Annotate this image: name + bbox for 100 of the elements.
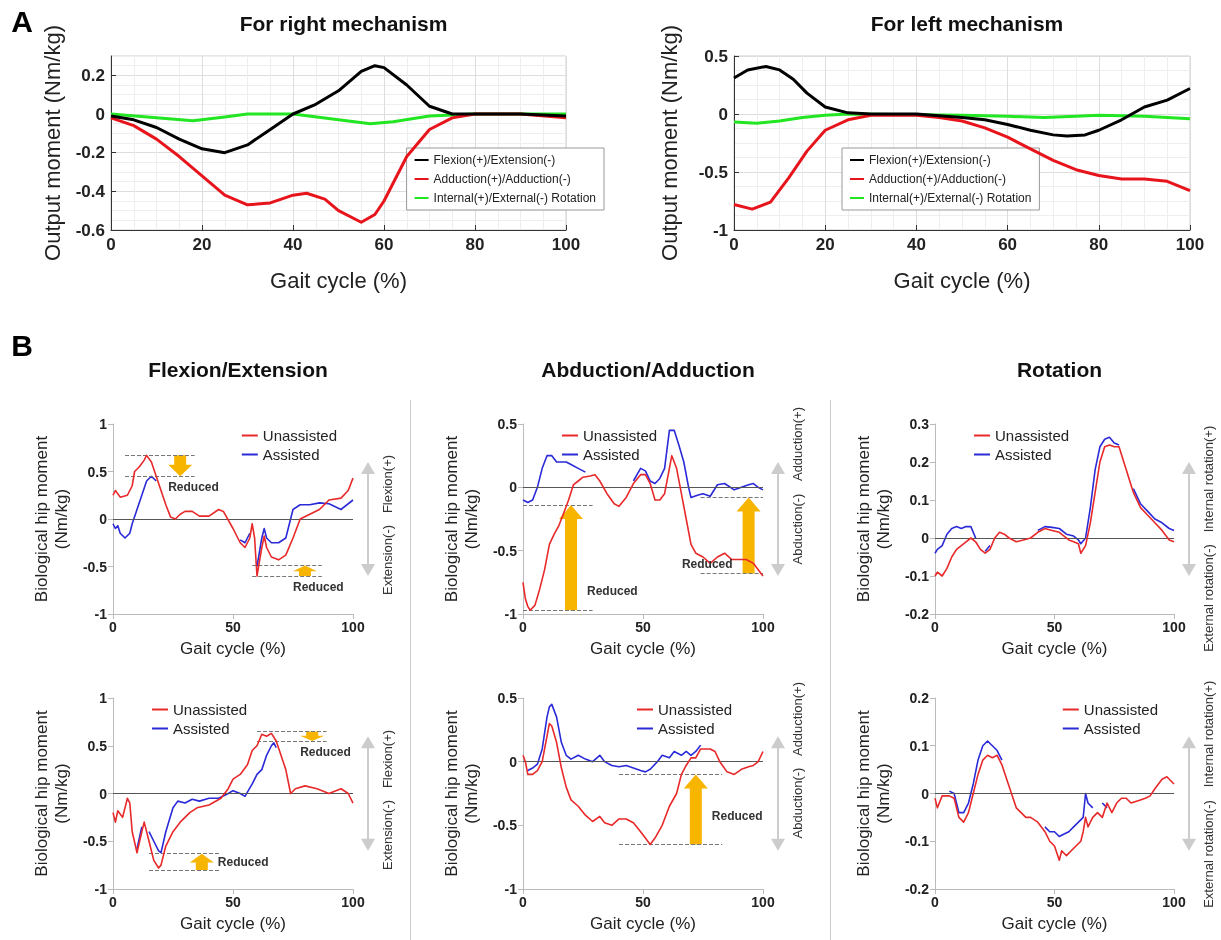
annotation: Reduced: [681, 557, 733, 572]
x-tick-label: 100: [1162, 619, 1186, 635]
y-tick-label: 0.5: [87, 463, 108, 480]
x-tick-label: 20: [192, 235, 212, 254]
x-tick-label: 0: [931, 619, 940, 635]
y-tick-label: -0.2: [75, 143, 105, 163]
text: Flexion(+): [379, 729, 395, 788]
y-tick-label: 0: [921, 530, 930, 546]
x-tick-label: 50: [635, 619, 651, 635]
annotation: Reduced: [293, 580, 344, 594]
x-tick-label: 50: [225, 619, 241, 635]
legend-label: Assisted: [583, 446, 640, 463]
line-series: [732, 64, 1192, 138]
x-tick-label: 100: [1162, 894, 1186, 910]
x-axis-title: Gait cycle (%): [1001, 639, 1108, 659]
legend-label: Unassisted: [658, 701, 733, 718]
y-tick-label: 0: [509, 479, 518, 496]
legend-label: Assisted: [262, 446, 320, 463]
line-series: [934, 444, 1175, 577]
legend-label: Unassisted: [583, 427, 658, 444]
x-axis-title: Gait cycle (%): [270, 268, 407, 293]
y-axis-title: Output moment (Nm/kg): [39, 25, 65, 261]
text: External rotation(-): [1200, 799, 1216, 908]
legend-label: Adduction(+)/Adduction(-): [869, 172, 1007, 186]
x-tick-label: 100: [341, 619, 365, 635]
y-tick-label: 0: [99, 511, 108, 527]
y-axis-title: Biological hip moment (Nm/kg): [32, 435, 72, 603]
y-tick-label: 1: [99, 416, 108, 432]
x-axis-title: Gait cycle (%): [180, 914, 286, 934]
text: Abduction(-): [789, 493, 805, 565]
legend-label: Assisted: [658, 720, 715, 737]
x-tick-label: 100: [751, 894, 775, 910]
line-series: [934, 754, 1175, 862]
y-tick-label: -0.1: [904, 833, 930, 850]
x-tick-label: 40: [283, 235, 303, 254]
x-tick-label: 40: [906, 235, 926, 254]
y-tick-label: -0.5: [698, 162, 728, 182]
x-tick-label: 60: [374, 235, 394, 254]
x-tick-label: 50: [1046, 894, 1063, 910]
y-tick-label: -1: [94, 881, 108, 897]
text: Extension(-): [379, 524, 395, 596]
x-tick-label: 20: [815, 235, 835, 254]
y-axis-title: Biological hip moment (Nm/kg): [442, 710, 482, 877]
x-tick-label: 100: [341, 894, 365, 910]
text: External rotation(-): [1200, 544, 1216, 652]
annotation: Reduced: [587, 584, 638, 599]
y-tick-label: 0: [99, 785, 108, 802]
y-tick-label: 0.5: [497, 690, 518, 706]
y-tick-label: 0: [718, 104, 728, 124]
text: Adduction(+): [789, 681, 805, 756]
chart-title: Rotation: [1016, 358, 1103, 381]
x-tick-label: 60: [998, 235, 1018, 254]
legend-label: Flexion(+)/Extension(-): [869, 153, 991, 167]
y-tick-label: -0.5: [82, 558, 108, 575]
x-tick-label: 50: [1046, 619, 1063, 635]
y-axis-title: Biological hip moment (Nm/kg): [854, 435, 894, 603]
y-tick-label: 0.1: [909, 737, 930, 754]
y-tick-label: -1: [712, 220, 728, 240]
x-tick-label: 0: [931, 894, 940, 910]
y-tick-label: -0.1: [904, 568, 930, 584]
x-tick-label: 50: [635, 894, 651, 910]
legend-label: Flexion(+)/Extension(-): [433, 153, 556, 167]
y-axis-title: Biological hip moment (Nm/kg): [854, 710, 894, 877]
y-tick-label: -0.5: [82, 833, 108, 850]
y-tick-label: -0.2: [904, 881, 930, 897]
text: Abduction(-): [789, 767, 805, 839]
line-series: [109, 64, 568, 155]
text: Flexion(+): [379, 454, 395, 514]
legend-label: Unassisted: [262, 427, 337, 444]
text: Extension(-): [379, 799, 395, 870]
y-tick-label: 0.3: [909, 416, 930, 432]
y-tick-label: 0.2: [909, 690, 930, 706]
legend-label: Unassisted: [995, 427, 1070, 444]
text: Adduction(+): [789, 407, 805, 482]
y-tick-label: -1: [94, 606, 108, 622]
x-tick-label: 100: [751, 619, 775, 635]
text: Internal rotation(+): [1200, 425, 1216, 532]
y-tick-label: -0.4: [75, 181, 106, 201]
line-series: [112, 732, 354, 869]
x-tick-label: 0: [109, 894, 118, 910]
annotation: Reduced: [217, 854, 269, 869]
y-tick-label: -0.5: [492, 817, 518, 834]
y-tick-label: 0: [95, 104, 105, 124]
legend-label: Adduction(+)/Adduction(-): [433, 172, 571, 186]
legend-label: Assisted: [995, 446, 1052, 463]
text: A: [11, 5, 33, 39]
y-tick-label: 1: [99, 690, 108, 706]
y-tick-label: 0.1: [909, 492, 930, 508]
y-tick-label: 0.5: [704, 46, 728, 66]
x-tick-label: 80: [1089, 235, 1109, 254]
annotation: Reduced: [711, 809, 763, 824]
y-tick-label: -0.2: [904, 606, 930, 622]
line-series: [522, 722, 764, 846]
y-axis-title: Output moment (Nm/kg): [657, 25, 682, 261]
chart-title: For right mechanism: [239, 12, 448, 35]
legend-label: Internal(+)/External(-) Rotation: [433, 191, 597, 205]
chart-title: For left mechanism: [870, 12, 1064, 35]
y-tick-label: -0.6: [75, 220, 105, 240]
y-tick-label: -0.5: [492, 542, 518, 559]
legend-label: Assisted: [1083, 720, 1141, 737]
